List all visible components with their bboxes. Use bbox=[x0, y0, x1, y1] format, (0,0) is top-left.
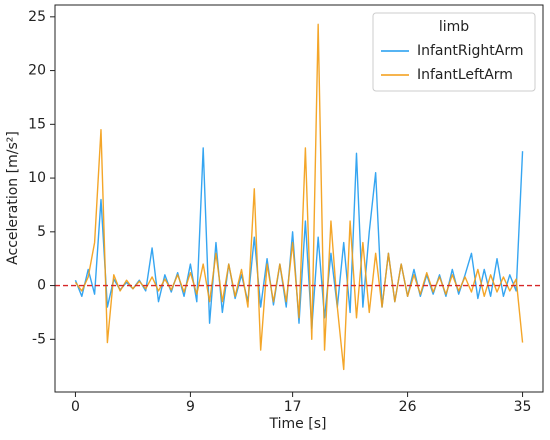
x-tick-label: 17 bbox=[284, 399, 302, 415]
legend-box bbox=[372, 12, 536, 92]
y-tick-label: 5 bbox=[37, 224, 46, 240]
x-tick-label: 35 bbox=[514, 399, 532, 415]
y-tick-label: 15 bbox=[28, 116, 46, 132]
series-line bbox=[74, 23, 524, 371]
y-tick-label: 25 bbox=[28, 9, 46, 25]
y-tick-label: 20 bbox=[28, 63, 46, 79]
legend-title: limb bbox=[439, 19, 469, 35]
x-tick-label: 26 bbox=[399, 399, 417, 415]
y-tick-label: 10 bbox=[28, 170, 46, 186]
x-axis-label: Time [s] bbox=[269, 416, 327, 432]
x-tick-label: 0 bbox=[71, 399, 80, 415]
y-tick-label: -5 bbox=[32, 331, 46, 347]
legend-label: InfantLeftArm bbox=[417, 67, 513, 83]
y-axis-label: Acceleration [m/s²] bbox=[5, 131, 21, 265]
legend-label: InfantRightArm bbox=[417, 43, 523, 59]
y-tick-label: 0 bbox=[37, 278, 46, 294]
plot-frame bbox=[54, 4, 544, 393]
x-tick-label: 9 bbox=[186, 399, 195, 415]
